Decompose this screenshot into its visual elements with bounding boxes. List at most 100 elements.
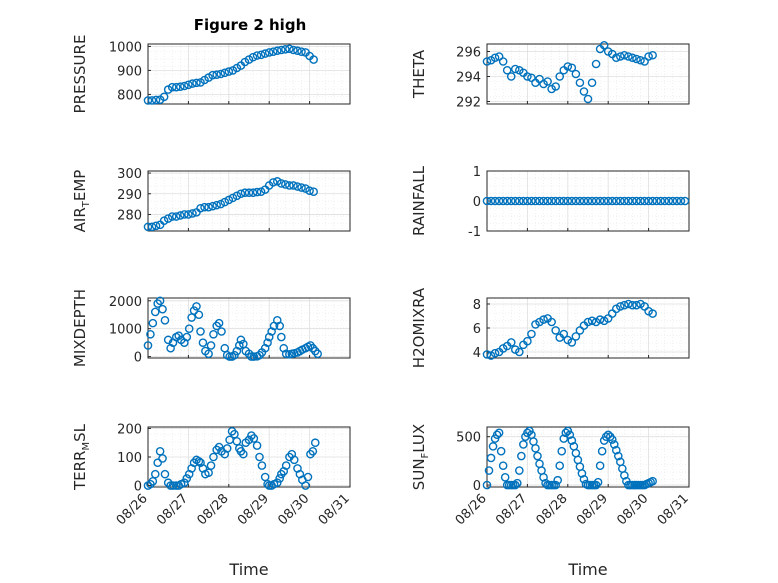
y-tick-label: 290 xyxy=(117,188,142,203)
x-tick-label: 08/27 xyxy=(493,491,530,528)
data-point xyxy=(176,211,185,220)
data-point xyxy=(571,332,581,341)
data-point xyxy=(510,64,520,74)
y-tick-label: 2000 xyxy=(109,295,142,310)
data-point xyxy=(244,435,254,445)
data-point xyxy=(289,455,299,465)
data-point xyxy=(620,300,629,310)
data-point xyxy=(567,196,577,206)
data-point xyxy=(498,196,508,206)
data-point xyxy=(668,196,678,206)
data-point xyxy=(500,473,510,482)
data-point xyxy=(189,306,199,315)
data-point xyxy=(196,327,205,336)
data-point xyxy=(275,321,285,331)
data-point xyxy=(513,478,522,488)
data-point xyxy=(256,50,266,60)
data-point xyxy=(206,461,216,470)
data-point xyxy=(543,77,552,86)
data-point xyxy=(492,430,502,440)
x-tick-label: 08/30 xyxy=(614,491,651,528)
data-point xyxy=(252,51,262,60)
y-tick-label: 0 xyxy=(473,479,481,494)
data-point xyxy=(184,324,194,333)
data-point xyxy=(519,440,528,449)
data-point xyxy=(579,87,589,96)
data-point xyxy=(523,196,532,206)
data-point xyxy=(272,478,282,488)
y-label-base: H2OMIXRA xyxy=(410,287,428,368)
data-point xyxy=(609,440,619,449)
figure-title: Figure 2 high xyxy=(194,16,307,34)
data-point xyxy=(628,196,637,206)
data-point xyxy=(628,53,637,63)
data-point xyxy=(209,329,218,339)
data-point xyxy=(567,338,577,347)
y-axis-label: RAINFALL xyxy=(410,165,428,236)
y-label-base: PRESSURE xyxy=(71,35,89,114)
data-point xyxy=(192,302,201,311)
data-point xyxy=(607,196,617,206)
data-point xyxy=(616,196,625,206)
y-axis-label: TERRMSL xyxy=(71,423,92,491)
data-point xyxy=(222,444,232,453)
data-point xyxy=(225,352,234,361)
data-point xyxy=(616,302,625,311)
axes-box-pressure xyxy=(147,43,351,105)
y-tick-label: 294 xyxy=(456,71,481,86)
data-point xyxy=(482,57,492,66)
data-point xyxy=(583,94,593,104)
y-tick-label: 300 xyxy=(117,167,142,182)
x-tick-label: 08/27 xyxy=(154,491,191,528)
y-tick-label: 8 xyxy=(473,298,481,313)
data-point xyxy=(506,338,516,347)
data-point xyxy=(624,196,633,206)
subplot-rainfall: -1 0 1 RAINFALL xyxy=(410,165,690,240)
data-point xyxy=(551,196,560,206)
data-point xyxy=(277,179,286,188)
data-point xyxy=(196,203,205,213)
data-point xyxy=(571,69,581,79)
data-point xyxy=(494,196,504,206)
data-point xyxy=(160,469,170,479)
y-tick-label: 4 xyxy=(473,346,481,361)
data-point xyxy=(220,68,230,78)
y-tick-label: 1 xyxy=(473,165,481,180)
data-point xyxy=(216,199,226,209)
data-point xyxy=(498,57,508,66)
data-point xyxy=(268,47,278,56)
data-point xyxy=(200,202,209,212)
data-point xyxy=(289,45,298,55)
y-axis-label: SUNFLUX xyxy=(410,424,431,490)
data-point xyxy=(567,436,577,445)
data-point xyxy=(571,196,581,206)
data-point xyxy=(303,472,313,482)
data-point xyxy=(543,196,552,206)
data-point xyxy=(171,481,181,490)
data-point xyxy=(309,187,318,196)
data-point xyxy=(281,44,290,54)
data-point xyxy=(515,466,524,475)
data-point xyxy=(171,212,181,221)
data-point xyxy=(515,196,524,206)
data-point xyxy=(498,461,508,471)
data-point xyxy=(636,196,645,206)
data-point xyxy=(248,188,258,198)
data-point xyxy=(555,72,565,81)
data-point xyxy=(559,196,569,206)
data-point xyxy=(206,341,216,350)
data-point xyxy=(583,196,593,206)
data-point xyxy=(611,196,621,206)
data-point xyxy=(595,196,605,206)
subplot-sun_flux: 0 500 08/26 08/27 08/28 08/29 08/30 08/31 Time SU… xyxy=(410,424,692,579)
data-point xyxy=(260,49,270,58)
data-point xyxy=(565,430,575,440)
y-label-base: MIXDEPTH xyxy=(71,289,89,367)
data-point xyxy=(230,350,239,360)
data-point xyxy=(150,307,160,317)
data-point xyxy=(648,196,657,206)
data-point xyxy=(533,451,542,461)
data-point xyxy=(143,222,153,232)
data-point xyxy=(624,52,633,61)
